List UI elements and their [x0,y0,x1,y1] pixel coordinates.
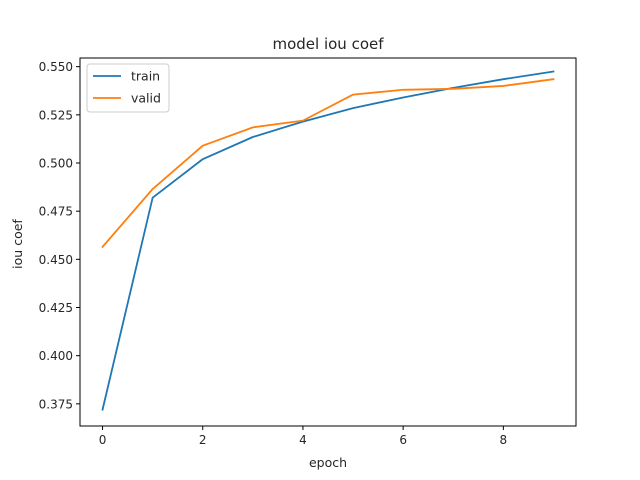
y-axis: 0.375 0.400 0.425 0.450 0.475 0.500 0.525 0.550 [39,60,80,411]
y-tick-label: 0.450 [39,253,73,267]
plot-area [79,57,577,427]
x-tick-label: 0 [99,433,107,447]
x-tick-label: 4 [299,433,307,447]
series-line-train [101,70,555,411]
legend: train valid [86,63,170,113]
x-axis: 0 2 4 6 8 [99,426,507,447]
y-tick-label: 0.500 [39,157,73,171]
y-tick-label: 0.400 [39,349,73,363]
x-axis-label: epoch [309,455,347,470]
x-tick-label: 2 [199,433,207,447]
y-tick-label: 0.550 [39,60,73,74]
series-line-valid [101,78,555,249]
y-axis-label: iou coef [10,219,25,269]
legend-label-valid: valid [131,91,161,106]
legend-label-train: train [131,69,160,84]
x-tick-label: 8 [500,433,508,447]
y-tick-label: 0.525 [39,108,73,122]
y-tick-label: 0.375 [39,397,73,411]
x-tick-label: 6 [399,433,407,447]
plot-frame [79,57,577,427]
chart-title: model iou coef [272,35,384,53]
y-tick-label: 0.475 [39,205,73,219]
y-tick-label: 0.425 [39,301,73,315]
